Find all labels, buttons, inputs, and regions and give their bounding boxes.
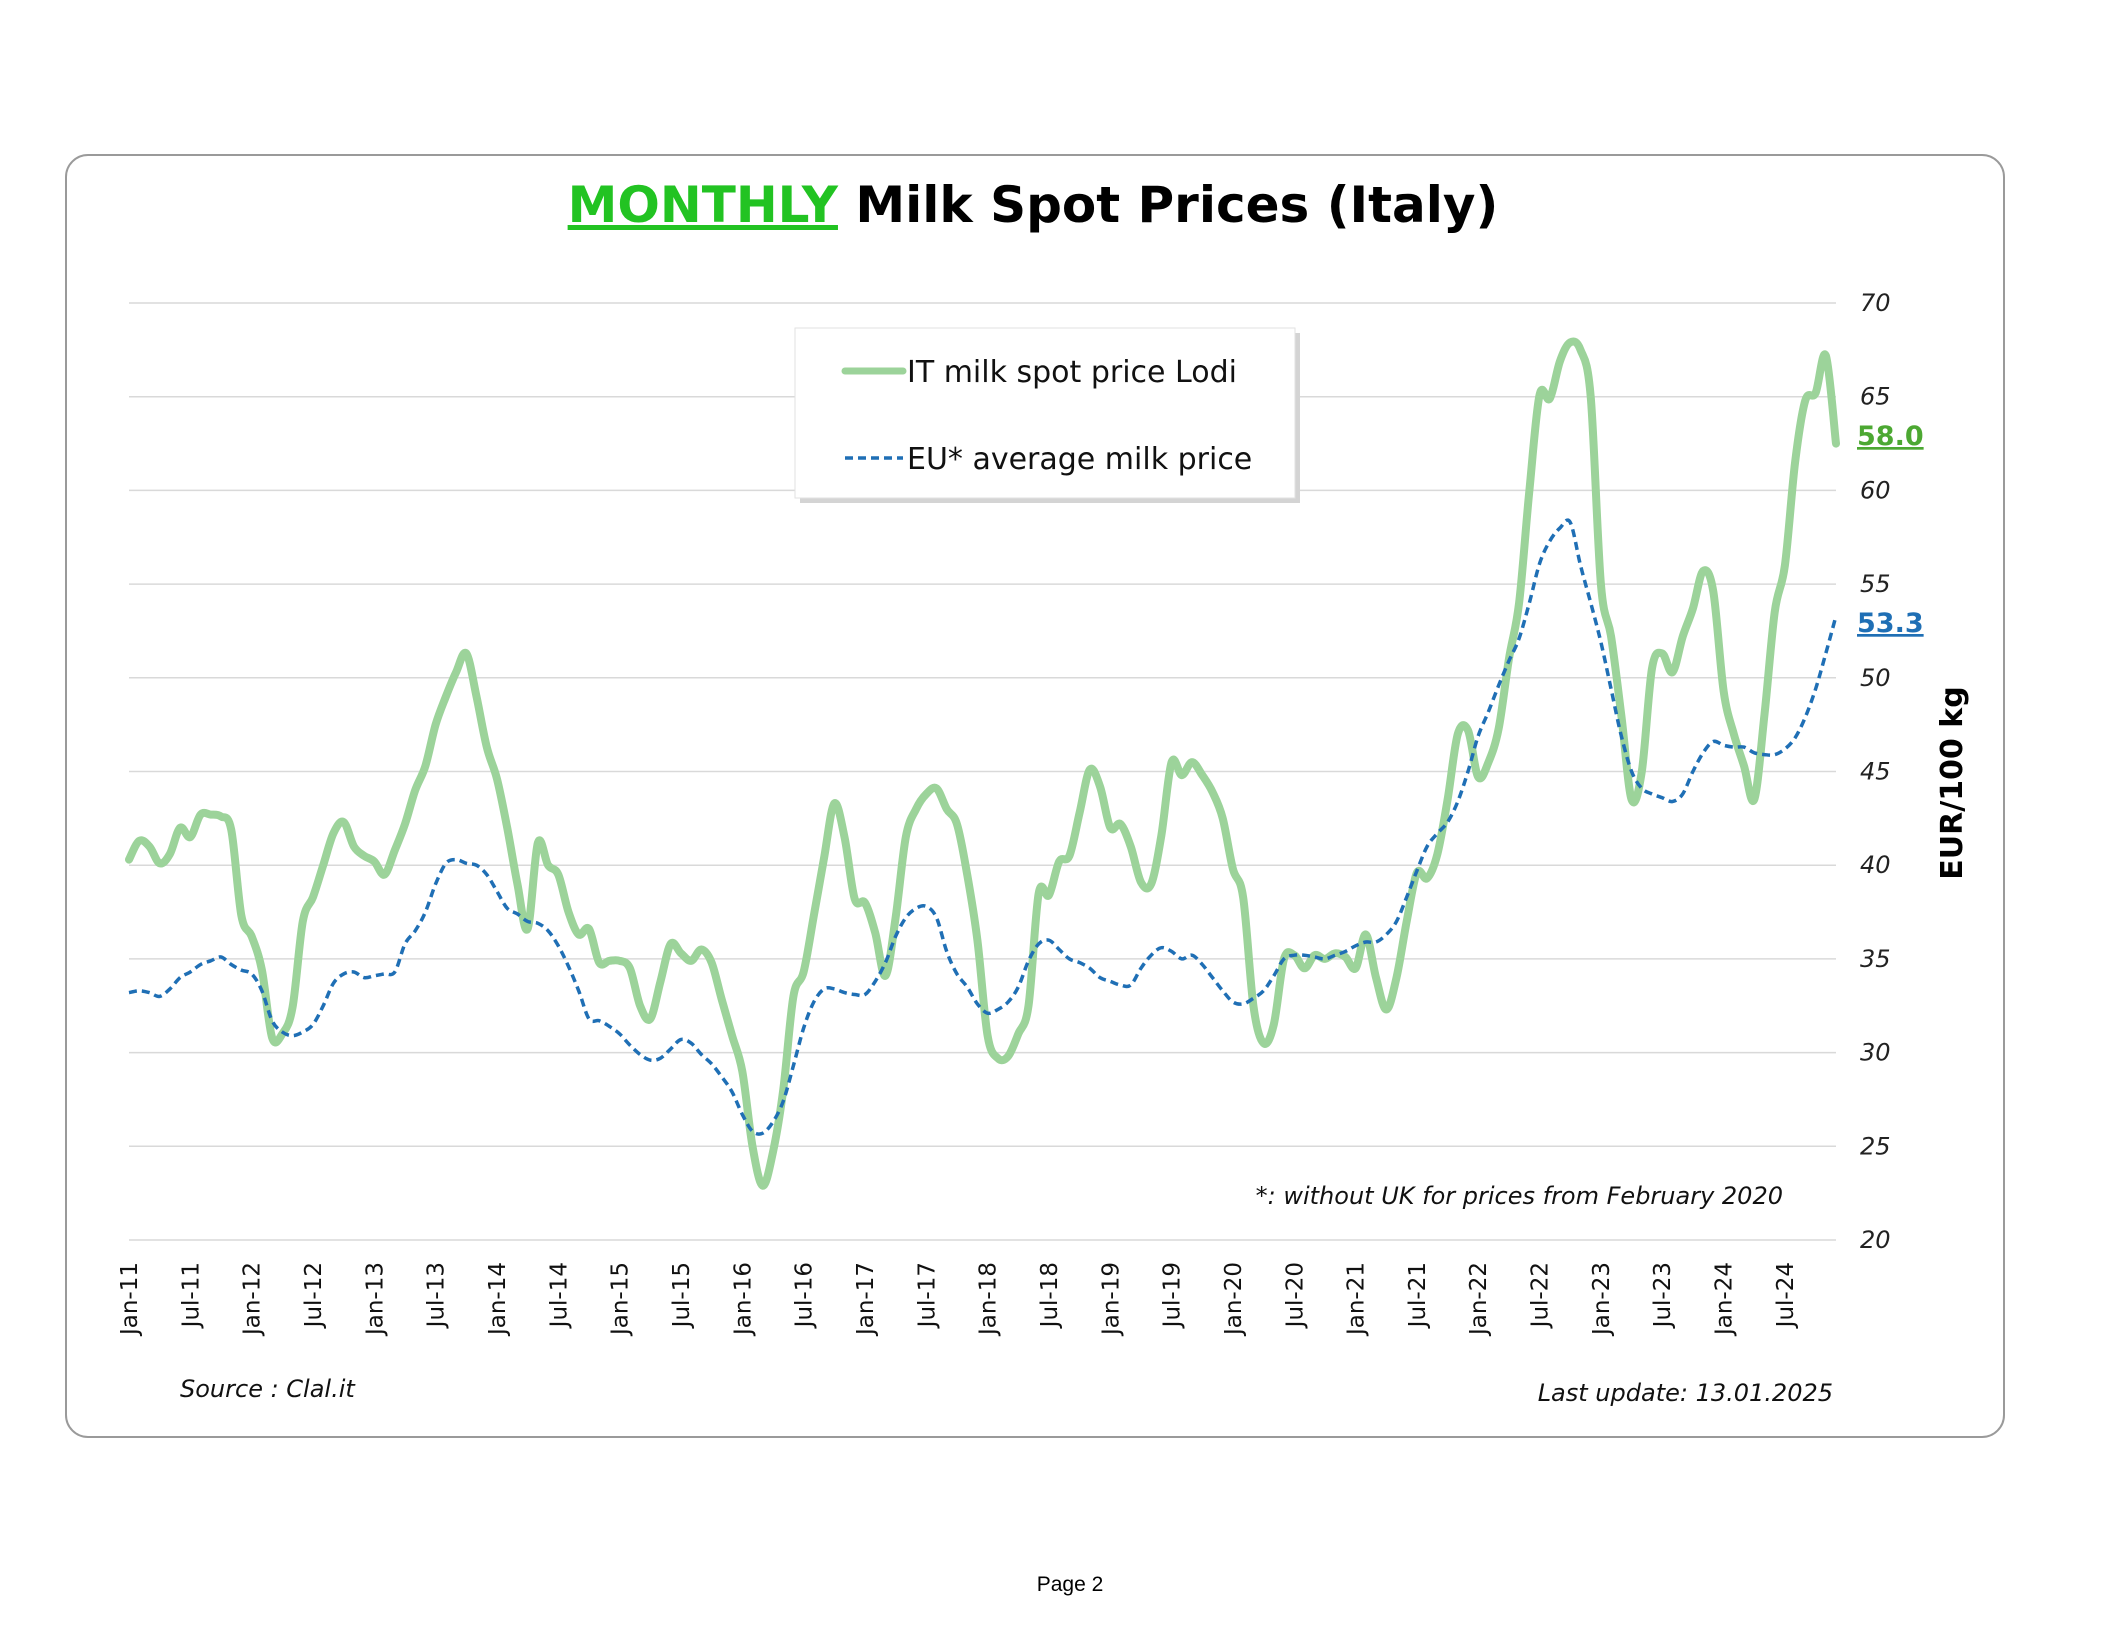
y-tick-label-20: 20 xyxy=(1860,1226,1891,1254)
y-tick-label-40: 40 xyxy=(1860,851,1891,879)
x-tick-label-Jan-14: Jan-14 xyxy=(485,1262,511,1337)
series-it-milk-spot-lodi xyxy=(125,337,1840,1190)
x-axis-ticks: Jan-11 Jul-11 Jan-12 Jul-12 Jan-13 Jul-13 Jan-… xyxy=(117,1262,1799,1337)
page-number: Page 2 xyxy=(1037,1573,1104,1596)
y-axis-ticks: 20 25 30 35 40 45 50 55 60 65 70 xyxy=(1860,289,1891,1254)
x-tick-label-Jul-16: Jul-16 xyxy=(792,1262,818,1329)
legend-entry-eu-average: EU* average milk price xyxy=(907,442,1252,477)
chart-title-highlight: MONTHLY xyxy=(568,176,839,234)
y-tick-label-50: 50 xyxy=(1860,664,1891,692)
x-tick-label-Jan-16: Jan-16 xyxy=(730,1262,756,1337)
x-tick-label-Jan-13: Jan-13 xyxy=(362,1262,388,1337)
end-value-labels: 58.0 53.3 xyxy=(1857,421,1924,639)
y-tick-label-55: 55 xyxy=(1860,570,1891,598)
x-tick-label-Jul-12: Jul-12 xyxy=(301,1262,327,1329)
y-tick-label-35: 35 xyxy=(1860,945,1891,973)
y-tick-label-45: 45 xyxy=(1860,758,1891,786)
x-tick-label-Jan-11: Jan-11 xyxy=(117,1262,143,1337)
y-axis-label: EUR/100 kg xyxy=(1935,686,1970,879)
last-update-annotation: Last update: 13.01.2025 xyxy=(1538,1379,1833,1407)
y-tick-label-65: 65 xyxy=(1860,383,1891,411)
y-tick-label-25: 25 xyxy=(1860,1132,1891,1160)
x-tick-label-Jan-18: Jan-18 xyxy=(976,1262,1002,1337)
x-tick-label-Jul-22: Jul-22 xyxy=(1528,1262,1554,1329)
source-annotation: Source : Clal.it xyxy=(180,1375,356,1403)
x-tick-label-Jan-24: Jan-24 xyxy=(1712,1262,1738,1337)
x-tick-label-Jan-17: Jan-17 xyxy=(853,1262,879,1337)
x-tick-label-Jan-19: Jan-19 xyxy=(1098,1262,1124,1337)
legend: IT milk spot price Lodi EU* average milk… xyxy=(794,327,1300,503)
chart-title: MONTHLY Milk Spot Prices (Italy) xyxy=(568,176,1499,234)
footnote-annotation: *: without UK for prices from February 2… xyxy=(1256,1182,1783,1210)
end-label-series-it-milk-spot-lodi: 58.0 xyxy=(1857,421,1924,452)
x-tick-label-Jul-19: Jul-19 xyxy=(1160,1262,1186,1329)
y-tick-label-70: 70 xyxy=(1860,289,1891,317)
y-tick-label-60: 60 xyxy=(1860,476,1891,504)
x-tick-label-Jul-23: Jul-23 xyxy=(1650,1262,1676,1329)
x-tick-label-Jan-12: Jan-12 xyxy=(240,1262,266,1337)
series-lines xyxy=(125,337,1840,1190)
x-tick-label-Jul-20: Jul-20 xyxy=(1282,1262,1308,1329)
y-tick-label-30: 30 xyxy=(1860,1039,1891,1067)
end-label-series-eu-average-milk: 53.3 xyxy=(1857,608,1924,639)
legend-entry-it-lodi: IT milk spot price Lodi xyxy=(907,355,1237,390)
x-tick-label-Jul-21: Jul-21 xyxy=(1405,1262,1431,1329)
x-tick-label-Jul-24: Jul-24 xyxy=(1773,1262,1799,1329)
x-tick-label-Jul-14: Jul-14 xyxy=(546,1262,572,1329)
chart-title-rest: Milk Spot Prices (Italy) xyxy=(838,176,1498,234)
series-eu-average-milk xyxy=(128,518,1838,1136)
x-tick-label-Jan-23: Jan-23 xyxy=(1589,1262,1615,1337)
x-tick-label-Jan-21: Jan-21 xyxy=(1344,1262,1370,1337)
x-tick-label-Jul-11: Jul-11 xyxy=(178,1262,204,1329)
x-tick-label-Jul-17: Jul-17 xyxy=(914,1262,940,1329)
legend-box xyxy=(794,327,1296,499)
chart-frame xyxy=(65,154,2005,1438)
x-tick-label-Jan-22: Jan-22 xyxy=(1466,1262,1492,1337)
x-tick-label-Jul-13: Jul-13 xyxy=(424,1262,450,1329)
x-tick-label-Jul-15: Jul-15 xyxy=(669,1262,695,1329)
x-tick-label-Jul-18: Jul-18 xyxy=(1037,1262,1063,1329)
x-tick-label-Jan-15: Jan-15 xyxy=(608,1262,634,1337)
x-tick-label-Jan-20: Jan-20 xyxy=(1221,1262,1247,1337)
